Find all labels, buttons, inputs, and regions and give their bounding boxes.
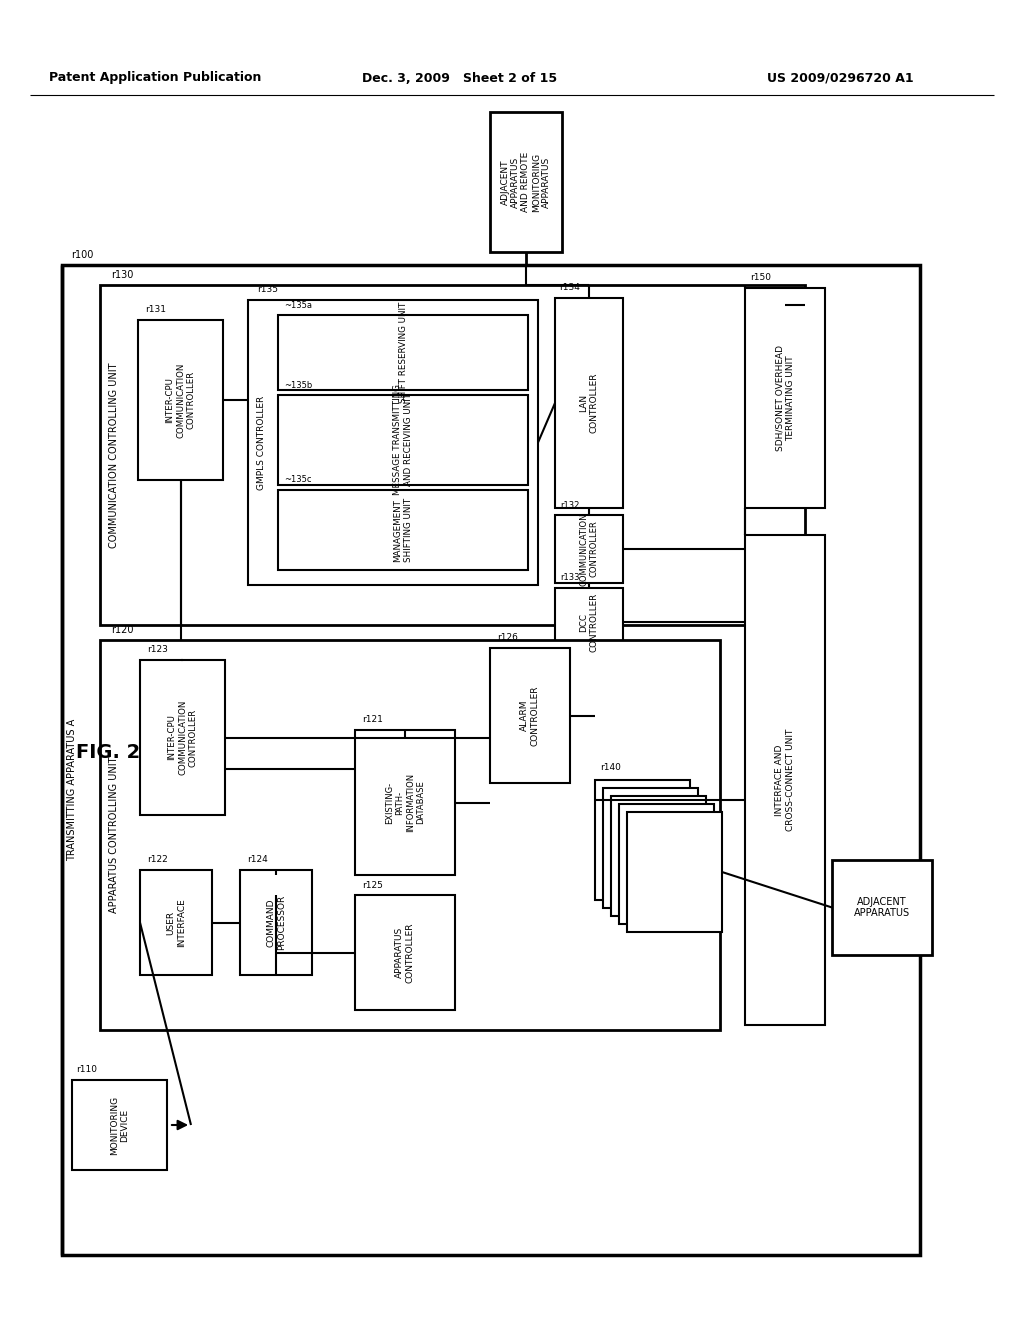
Text: Patent Application Publication: Patent Application Publication bbox=[49, 71, 261, 84]
Text: EXISTING-
PATH-
INFORMATION
DATABASE: EXISTING- PATH- INFORMATION DATABASE bbox=[385, 774, 425, 832]
Text: r125: r125 bbox=[362, 880, 383, 890]
Text: r122: r122 bbox=[147, 855, 168, 865]
Text: r134: r134 bbox=[559, 284, 581, 293]
Text: INTERFACE AND
CROSS-CONNECT UNIT: INTERFACE AND CROSS-CONNECT UNIT bbox=[775, 729, 795, 832]
Bar bbox=[62, 265, 920, 1255]
Text: APPARATUS CONTROLLING UNIT: APPARATUS CONTROLLING UNIT bbox=[109, 756, 119, 913]
Text: r110: r110 bbox=[77, 1065, 97, 1074]
Bar bbox=[745, 535, 825, 1026]
Text: ~135a: ~135a bbox=[284, 301, 312, 309]
Text: r120: r120 bbox=[111, 624, 133, 635]
Bar bbox=[140, 870, 212, 975]
Text: TRANSMITTING APPARATUS A: TRANSMITTING APPARATUS A bbox=[67, 719, 77, 861]
Bar bbox=[278, 490, 528, 570]
Text: r130: r130 bbox=[111, 271, 133, 280]
Text: Dec. 3, 2009   Sheet 2 of 15: Dec. 3, 2009 Sheet 2 of 15 bbox=[362, 71, 557, 84]
Text: MESSAGE TRANSMITTING
AND RECEIVING UNIT: MESSAGE TRANSMITTING AND RECEIVING UNIT bbox=[393, 384, 413, 495]
Text: SDH/SONET OVERHEAD
TERMINATING UNIT: SDH/SONET OVERHEAD TERMINATING UNIT bbox=[775, 345, 795, 451]
Bar bbox=[627, 812, 722, 932]
Bar bbox=[611, 796, 706, 916]
Text: SHIFT RESERVING UNIT: SHIFT RESERVING UNIT bbox=[398, 302, 408, 403]
Text: r132: r132 bbox=[560, 500, 580, 510]
Bar bbox=[278, 315, 528, 389]
Text: MANAGEMENT
SHIFTING UNIT: MANAGEMENT SHIFTING UNIT bbox=[393, 498, 413, 562]
Bar bbox=[618, 804, 714, 924]
Text: r150: r150 bbox=[750, 273, 771, 282]
Bar bbox=[555, 587, 623, 656]
Bar bbox=[355, 730, 455, 875]
Text: APPARATUS
CONTROLLER: APPARATUS CONTROLLER bbox=[395, 923, 415, 983]
Bar bbox=[555, 298, 623, 508]
Bar bbox=[100, 640, 720, 1030]
Bar bbox=[555, 515, 623, 583]
Text: INTER-CPU
COMMUNICATION
CONTROLLER: INTER-CPU COMMUNICATION CONTROLLER bbox=[168, 700, 198, 775]
Text: US 2009/0296720 A1: US 2009/0296720 A1 bbox=[767, 71, 913, 84]
Bar bbox=[355, 895, 455, 1010]
Text: r133: r133 bbox=[560, 573, 580, 582]
Text: r121: r121 bbox=[362, 715, 383, 725]
Text: GMPLS CONTROLLER: GMPLS CONTROLLER bbox=[257, 396, 266, 490]
Bar bbox=[240, 870, 312, 975]
Text: ADJACENT
APPARATUS: ADJACENT APPARATUS bbox=[854, 896, 910, 919]
Text: r135: r135 bbox=[257, 285, 279, 294]
Bar bbox=[745, 288, 825, 508]
Text: COMMUNICATION
CONTROLLER: COMMUNICATION CONTROLLER bbox=[580, 512, 599, 586]
Bar bbox=[831, 861, 932, 954]
Text: r124: r124 bbox=[248, 855, 268, 865]
Bar bbox=[138, 319, 223, 480]
Text: ALARM
CONTROLLER: ALARM CONTROLLER bbox=[520, 685, 540, 746]
Bar bbox=[490, 112, 562, 252]
Text: COMMAND
PROCESSOR: COMMAND PROCESSOR bbox=[266, 895, 286, 950]
Bar bbox=[140, 660, 225, 814]
Text: r123: r123 bbox=[147, 645, 168, 655]
Bar bbox=[72, 1080, 167, 1170]
Text: r100: r100 bbox=[71, 249, 93, 260]
Text: r140: r140 bbox=[600, 763, 621, 772]
Text: LAN
CONTROLLER: LAN CONTROLLER bbox=[580, 372, 599, 433]
Text: r131: r131 bbox=[145, 305, 167, 314]
Text: COMMUNICATION CONTROLLING UNIT: COMMUNICATION CONTROLLING UNIT bbox=[109, 362, 119, 548]
Bar bbox=[490, 648, 570, 783]
Text: USER
INTERFACE: USER INTERFACE bbox=[166, 898, 185, 946]
Bar bbox=[278, 395, 528, 484]
Text: DCC
CONTROLLER: DCC CONTROLLER bbox=[580, 593, 599, 652]
Text: MONITORING
DEVICE: MONITORING DEVICE bbox=[110, 1096, 129, 1155]
Bar bbox=[100, 285, 805, 624]
Text: INTER-CPU
COMMUNICATION
CONTROLLER: INTER-CPU COMMUNICATION CONTROLLER bbox=[166, 362, 196, 438]
Bar bbox=[595, 780, 690, 900]
Text: r126: r126 bbox=[498, 634, 518, 643]
Text: ~135b: ~135b bbox=[284, 380, 312, 389]
Text: FIG. 2: FIG. 2 bbox=[76, 742, 140, 762]
Bar bbox=[248, 300, 538, 585]
Text: ~135c: ~135c bbox=[285, 475, 311, 484]
Text: ADJACENT
APPARATUS
AND REMOTE
MONITORING
APPARATUS: ADJACENT APPARATUS AND REMOTE MONITORING… bbox=[501, 152, 551, 213]
Bar bbox=[603, 788, 698, 908]
